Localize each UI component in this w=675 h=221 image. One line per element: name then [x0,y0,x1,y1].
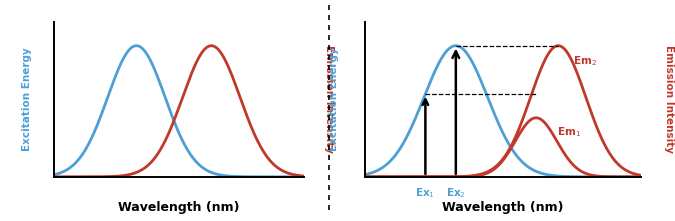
Text: Wavelength (nm): Wavelength (nm) [118,201,240,214]
Text: Em$_1$: Em$_1$ [557,126,580,139]
Text: Ex$_2$: Ex$_2$ [446,186,466,200]
Text: Em$_2$: Em$_2$ [574,55,597,68]
Text: Excitation Energy: Excitation Energy [22,48,32,151]
Text: Emission Intensity: Emission Intensity [664,46,674,153]
Text: Excitation Energy: Excitation Energy [329,48,339,151]
Text: Wavelength (nm): Wavelength (nm) [442,201,564,214]
Text: Emission Intensity: Emission Intensity [324,46,333,153]
Text: Ex$_1$: Ex$_1$ [415,186,435,200]
